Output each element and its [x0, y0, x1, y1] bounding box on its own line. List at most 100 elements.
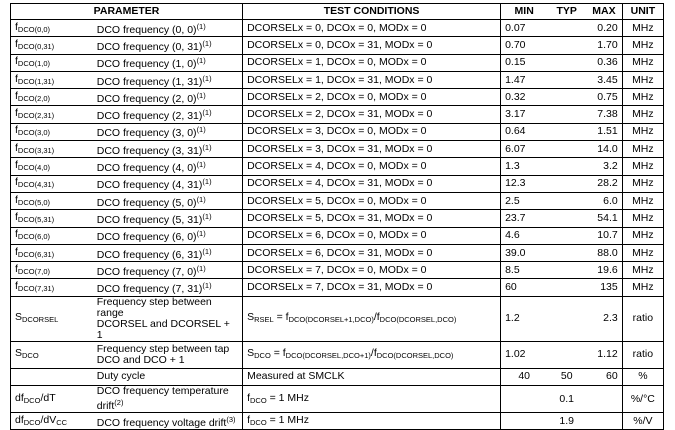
min: 1.3: [500, 157, 548, 176]
unit: MHz: [621, 209, 665, 228]
unit: MHz: [621, 88, 665, 107]
header-conditions: TEST CONDITIONS: [242, 3, 501, 20]
header-typ: TYP: [547, 3, 587, 20]
min: 6.07: [500, 140, 548, 159]
min: 4.6: [500, 226, 548, 245]
typ: [547, 105, 587, 124]
symbol: fDCO(5,31): [9, 209, 93, 228]
test-conditions: SDCO = fDCO(DCORSEL,DCO+1)/fDCO(DCORSEL,…: [242, 340, 501, 369]
min: 2.5: [500, 191, 548, 211]
typ: [547, 53, 587, 72]
parameter: DCO frequency (7, 31)(1): [92, 278, 243, 297]
typ: [547, 191, 587, 211]
table-row: fDCO(0,31) DCO frequency (0, 31)(1) DCOR…: [9, 36, 665, 55]
test-conditions: DCORSELx = 5, DCOx = 0, MODx = 0: [242, 191, 501, 211]
test-conditions: DCORSELx = 6, DCOx = 31, MODx = 0: [242, 243, 501, 263]
table-row: fDCO(6,0) DCO frequency (6, 0)(1) DCORSE…: [9, 226, 665, 245]
symbol: fDCO(1,0): [9, 53, 93, 72]
test-conditions: DCORSELx = 5, DCOx = 31, MODx = 0: [242, 209, 501, 228]
typ: 0.1: [547, 385, 587, 414]
min: 39.0: [500, 243, 548, 263]
parameter: DCO frequency (2, 0)(1): [92, 88, 243, 107]
table-row: fDCO(7,0) DCO frequency (7, 0)(1) DCORSE…: [9, 261, 665, 280]
max: 88.0: [586, 243, 623, 263]
parameter: DCO frequency temperature drift(2): [92, 385, 243, 414]
test-conditions: DCORSELx = 0, DCOx = 0, MODx = 0: [242, 18, 501, 38]
test-conditions: DCORSELx = 6, DCOx = 0, MODx = 0: [242, 226, 501, 245]
table-row: SDCORSEL Frequency step between range DCO…: [9, 295, 665, 342]
test-conditions: DCORSELx = 2, DCOx = 31, MODx = 0: [242, 105, 501, 124]
max: 7.38: [586, 105, 623, 124]
symbol: fDCO(7,31): [9, 278, 93, 297]
typ: [547, 295, 587, 342]
test-conditions: DCORSELx = 3, DCOx = 31, MODx = 0: [242, 140, 501, 159]
typ: [547, 209, 587, 228]
typ: [547, 243, 587, 263]
unit: MHz: [621, 226, 665, 245]
max: 2.3: [586, 295, 623, 342]
parameter: DCO frequency (5, 31)(1): [92, 209, 243, 228]
unit: MHz: [621, 261, 665, 280]
table-row: fDCO(4,31) DCO frequency (4, 31)(1) DCOR…: [9, 174, 665, 193]
symbol: SDCORSEL: [9, 295, 93, 342]
symbol: fDCO(6,31): [9, 243, 93, 263]
unit: MHz: [621, 174, 665, 193]
test-conditions: DCORSELx = 2, DCOx = 0, MODx = 0: [242, 88, 501, 107]
min: 0.32: [500, 88, 548, 107]
symbol: fDCO(3,0): [9, 122, 93, 142]
parameter: DCO frequency (6, 31)(1): [92, 243, 243, 263]
min: 40: [500, 367, 548, 387]
test-conditions: DCORSELx = 7, DCOx = 31, MODx = 0: [242, 278, 501, 297]
parameter: DCO frequency (7, 0)(1): [92, 261, 243, 280]
parameter: DCO frequency (4, 31)(1): [92, 174, 243, 193]
unit: MHz: [621, 278, 665, 297]
parameter: DCO frequency (4, 0)(1): [92, 157, 243, 176]
symbol: fDCO(5,0): [9, 191, 93, 211]
min: 1.2: [500, 295, 548, 342]
test-conditions: Measured at SMCLK: [242, 367, 501, 387]
table-row: fDCO(3,31) DCO frequency (3, 31)(1) DCOR…: [9, 140, 665, 159]
header-max: MAX: [586, 3, 623, 20]
header-unit: UNIT: [621, 3, 665, 20]
test-conditions: fDCO = 1 MHz: [242, 385, 501, 414]
min: 0.64: [500, 122, 548, 142]
table-row: fDCO(0,0) DCO frequency (0, 0)(1) DCORSE…: [9, 18, 665, 38]
max: 54.1: [586, 209, 623, 228]
test-conditions: DCORSELx = 1, DCOx = 31, MODx = 0: [242, 70, 501, 90]
typ: [547, 157, 587, 176]
unit: MHz: [621, 157, 665, 176]
table-row: fDCO(6,31) DCO frequency (6, 31)(1) DCOR…: [9, 243, 665, 263]
max: 3.2: [586, 157, 623, 176]
typ: [547, 226, 587, 245]
unit: MHz: [621, 53, 665, 72]
min: 1.47: [500, 70, 548, 90]
unit: MHz: [621, 105, 665, 124]
test-conditions: DCORSELx = 4, DCOx = 31, MODx = 0: [242, 174, 501, 193]
unit: MHz: [621, 36, 665, 55]
parameter: DCO frequency (2, 31)(1): [92, 105, 243, 124]
parameter: DCO frequency (1, 31)(1): [92, 70, 243, 90]
unit: MHz: [621, 70, 665, 90]
unit: MHz: [621, 122, 665, 142]
table-row: fDCO(2,0) DCO frequency (2, 0)(1) DCORSE…: [9, 88, 665, 107]
max: 3.45: [586, 70, 623, 90]
table-header: PARAMETER TEST CONDITIONS MIN TYP MAX UN…: [9, 3, 665, 20]
header-parameter: PARAMETER: [9, 3, 243, 20]
parameter: DCO frequency (6, 0)(1): [92, 226, 243, 245]
parameter: DCO frequency (5, 0)(1): [92, 191, 243, 211]
max: 19.6: [586, 261, 623, 280]
parameter: DCO frequency (3, 0)(1): [92, 122, 243, 142]
min: 0.70: [500, 36, 548, 55]
typ: [547, 70, 587, 90]
typ: 1.9: [547, 412, 587, 430]
typ: 50: [547, 367, 587, 387]
table-row: fDCO(4,0) DCO frequency (4, 0)(1) DCORSE…: [9, 157, 665, 176]
max: 28.2: [586, 174, 623, 193]
max: 1.70: [586, 36, 623, 55]
symbol: fDCO(3,31): [9, 140, 93, 159]
symbol: fDCO(0,0): [9, 18, 93, 38]
symbol: dfDCO/dVCC: [9, 412, 93, 430]
test-conditions: SRSEL = fDCO(DCORSEL+1,DCO)/fDCO(DCORSEL…: [242, 295, 501, 342]
unit: ratio: [621, 340, 665, 369]
table-row: fDCO(5,31) DCO frequency (5, 31)(1) DCOR…: [9, 209, 665, 228]
